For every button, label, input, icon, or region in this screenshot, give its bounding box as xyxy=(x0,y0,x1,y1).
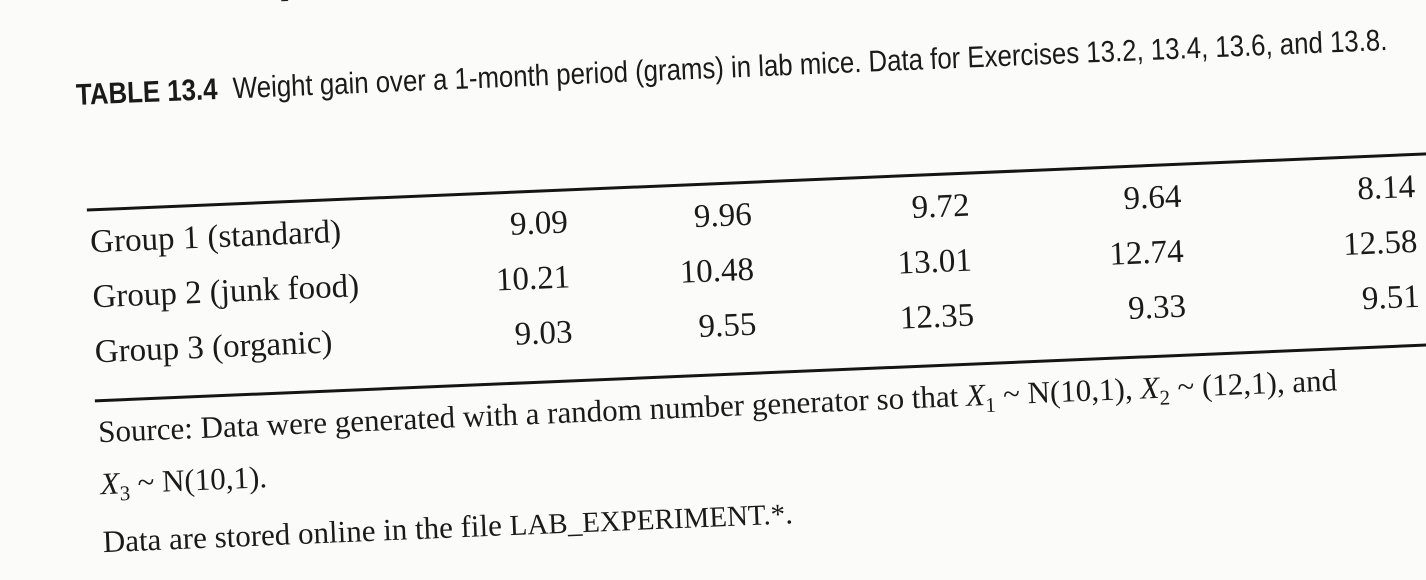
cut-off-text-line: 1-month period. xyxy=(159,0,373,8)
x2-distribution: ~ (12,1), and xyxy=(1168,362,1338,405)
table-top-rule xyxy=(86,151,1426,212)
table-caption-text: Weight gain over a 1-month period (grams… xyxy=(232,23,1388,106)
table-cell: 8.14 xyxy=(1356,168,1416,208)
source-lead: Source: Data were generated with a rando… xyxy=(97,377,967,450)
table-cell: 9.51 xyxy=(1361,278,1421,318)
variable-x3: X xyxy=(99,465,120,502)
table-cell: 9.55 xyxy=(697,306,758,346)
table-cell: 12.35 xyxy=(899,297,975,337)
table-cell: 9.72 xyxy=(911,187,971,226)
table-label: TABLE 13.4 xyxy=(75,72,219,112)
table-cell: 13.01 xyxy=(896,242,973,282)
table-cell: 12.74 xyxy=(1108,233,1185,273)
storage-end: . xyxy=(784,495,794,531)
source-note-line-2: X3 ~ N(10,1). xyxy=(100,459,268,507)
table-cell: 12.58 xyxy=(1342,223,1419,263)
data-file-name: LAB_EXPERIMENT.* xyxy=(508,498,786,543)
row-label-group-1: Group 1 (standard) xyxy=(89,213,342,261)
table-cell: 10.48 xyxy=(679,251,755,291)
variable-x2: X xyxy=(1139,369,1160,406)
table-cell: 9.64 xyxy=(1122,178,1183,218)
storage-text: Data are stored online in the file xyxy=(102,507,511,560)
row-label-group-2: Group 2 (junk food) xyxy=(91,268,360,316)
table-cell: 10.21 xyxy=(495,259,571,299)
table-cell: 9.96 xyxy=(693,196,753,236)
table-caption: TABLE 13.4 Weight gain over a 1-month per… xyxy=(75,17,1409,119)
table-cell: 9.33 xyxy=(1127,288,1187,328)
x1-distribution: ~ N(10,1), xyxy=(994,370,1142,412)
table-cell: 9.03 xyxy=(513,314,574,353)
x3-distribution: ~ N(10,1). xyxy=(129,459,268,500)
table-cell: 9.09 xyxy=(509,204,569,243)
storage-note: Data are stored online in the file LAB_E… xyxy=(102,495,794,560)
source-note-line-1: Source: Data were generated with a rando… xyxy=(97,362,1338,455)
variable-x1: X xyxy=(965,377,986,413)
row-label-group-3: Group 3 (organic) xyxy=(94,324,334,371)
